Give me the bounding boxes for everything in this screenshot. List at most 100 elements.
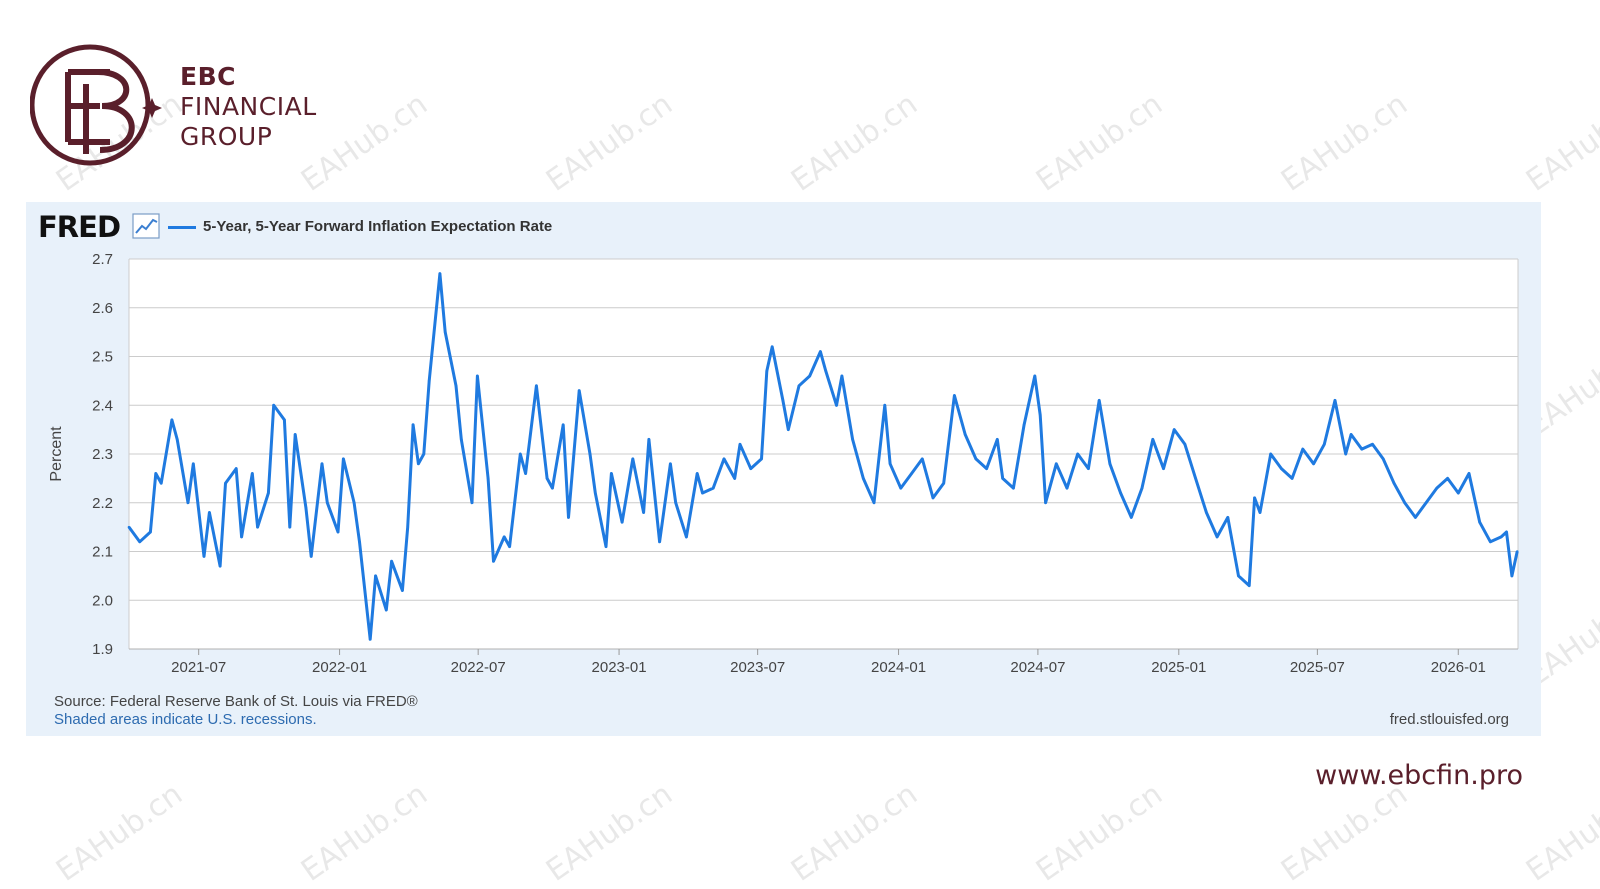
- brand-line-3: GROUP: [180, 122, 273, 151]
- y-tick-label: 2.0: [92, 592, 113, 609]
- data-point: [963, 433, 967, 436]
- data-point: [1076, 452, 1080, 456]
- x-tick-label: 2024-01: [871, 659, 926, 676]
- data-point: [138, 540, 142, 544]
- x-tick-label: 2022-01: [312, 659, 367, 676]
- data-point: [234, 467, 238, 470]
- y-tick-label: 2.6: [92, 300, 113, 317]
- data-point: [1499, 535, 1503, 539]
- data-point: [411, 423, 415, 427]
- x-tick-label: 2025-01: [1151, 659, 1206, 676]
- data-point: [1258, 511, 1262, 514]
- data-point: [326, 501, 329, 505]
- data-point: [1269, 452, 1272, 456]
- data-point: [1205, 511, 1208, 514]
- data-point: [267, 491, 270, 495]
- data-point: [1414, 516, 1417, 519]
- data-point: [352, 501, 356, 505]
- data-point: [953, 394, 956, 397]
- data-point: [765, 369, 769, 373]
- data-point: [492, 559, 495, 563]
- data-point: [358, 540, 361, 544]
- data-point: [368, 637, 372, 641]
- data-point: [701, 491, 704, 495]
- y-tick-label: 2.7: [92, 251, 113, 268]
- y-tick-label: 2.4: [92, 397, 113, 414]
- x-tick-label: 2025-07: [1290, 659, 1345, 676]
- data-point: [610, 472, 613, 475]
- data-point: [406, 525, 410, 529]
- data-point: [390, 559, 393, 563]
- brand-name: EBC FINANCIAL GROUP: [180, 62, 317, 152]
- data-point: [154, 472, 158, 475]
- data-point: [1478, 520, 1482, 524]
- data-point: [1424, 501, 1428, 505]
- data-point: [1033, 374, 1037, 378]
- fred-url[interactable]: fred.stlouisfed.org: [1389, 711, 1509, 728]
- data-point: [786, 428, 790, 431]
- data-point: [797, 384, 801, 388]
- x-tick-label: 2024-07: [1010, 659, 1065, 676]
- data-point: [454, 384, 458, 388]
- data-point: [1435, 486, 1439, 490]
- brand-line-1: EBC: [180, 62, 236, 91]
- data-point: [808, 374, 812, 378]
- data-point: [1162, 467, 1165, 470]
- brand-line-2: FINANCIAL: [180, 92, 317, 121]
- data-point: [1322, 442, 1326, 446]
- data-point: [888, 462, 892, 466]
- data-point: [401, 589, 404, 592]
- x-tick-label: 2026-01: [1431, 659, 1486, 676]
- data-point: [658, 540, 661, 544]
- data-point: [1108, 462, 1112, 466]
- data-point: [1489, 540, 1492, 544]
- data-point: [417, 462, 420, 466]
- data-point: [1371, 442, 1374, 446]
- data-point: [1237, 574, 1240, 578]
- data-point: [1140, 486, 1144, 490]
- data-point: [374, 574, 377, 578]
- data-point: [1194, 477, 1197, 480]
- data-point: [604, 545, 608, 548]
- data-point: [1001, 477, 1004, 480]
- data-point: [872, 501, 876, 505]
- recession-note-link[interactable]: Shaded areas indicate U.S. recessions.: [54, 711, 317, 728]
- data-point: [218, 564, 222, 568]
- data-point: [1097, 399, 1101, 402]
- fred-logo[interactable]: FRED: [38, 210, 121, 244]
- y-tick-label: 1.9: [92, 641, 113, 658]
- data-point: [320, 462, 324, 466]
- data-point: [293, 433, 297, 436]
- data-point: [551, 486, 554, 490]
- data-point: [1403, 501, 1406, 505]
- data-point: [1456, 491, 1460, 495]
- data-point: [920, 457, 924, 461]
- data-point: [931, 496, 935, 500]
- legend-series-name: 5-Year, 5-Year Forward Inflation Expecta…: [203, 218, 553, 235]
- data-point: [502, 535, 506, 539]
- data-point: [460, 438, 463, 441]
- data-point: [1280, 467, 1283, 470]
- data-point: [899, 486, 903, 490]
- data-point: [1392, 481, 1396, 485]
- data-point: [524, 472, 527, 475]
- data-point: [170, 418, 174, 422]
- data-point: [883, 403, 887, 407]
- data-point: [224, 481, 227, 485]
- legend-swatch: [168, 226, 196, 229]
- website-url[interactable]: www.ebcfin.pro: [1315, 760, 1523, 791]
- y-tick-label: 2.3: [92, 446, 113, 463]
- data-point: [208, 511, 211, 514]
- data-point: [1505, 530, 1508, 534]
- data-point: [486, 477, 490, 480]
- data-point: [443, 330, 447, 334]
- data-point: [1446, 477, 1449, 480]
- data-point: [1510, 574, 1514, 578]
- data-point: [781, 399, 785, 402]
- data-point: [1172, 428, 1176, 431]
- data-point: [1022, 423, 1026, 427]
- data-point: [942, 481, 946, 485]
- data-point: [342, 457, 345, 461]
- data-point: [422, 452, 426, 456]
- data-point: [669, 462, 672, 466]
